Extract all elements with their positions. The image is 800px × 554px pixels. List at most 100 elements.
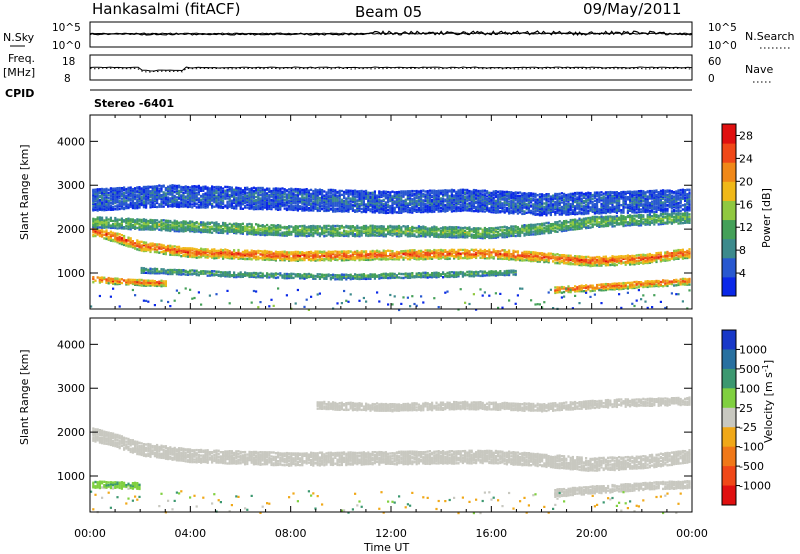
heatmap-cell xyxy=(200,206,203,209)
heatmap-cell xyxy=(294,206,297,209)
heatmap-cell xyxy=(189,199,192,202)
heatmap-cell xyxy=(98,200,101,203)
heatmap-cell xyxy=(415,199,418,202)
heatmap-cell xyxy=(175,225,178,229)
heatmap-cell xyxy=(323,252,326,255)
heatmap-cell xyxy=(380,202,383,205)
beam-title: Beam 05 xyxy=(355,3,422,21)
heatmap-cell xyxy=(171,185,174,189)
heatmap-cell xyxy=(294,225,297,228)
heatmap-cell xyxy=(433,207,436,211)
heatmap-cell xyxy=(171,193,174,196)
heatmap-cell xyxy=(283,253,286,257)
heatmap-cell xyxy=(134,205,137,208)
heatmap-cell xyxy=(358,277,361,281)
heatmap-cell xyxy=(206,204,209,207)
heatmap-cell xyxy=(142,195,145,198)
heatmap-cell xyxy=(345,200,348,204)
heatmap-cell xyxy=(197,252,200,255)
heatmap-cell xyxy=(384,201,387,204)
heatmap-cell xyxy=(343,206,346,209)
heatmap-cell xyxy=(270,255,273,259)
heatmap-cell xyxy=(277,193,280,196)
heatmap-cell xyxy=(415,235,418,238)
heatmap-cell xyxy=(417,190,420,193)
heatmap-cell xyxy=(299,201,302,204)
heatmap-cell xyxy=(358,204,361,207)
heatmap-cell xyxy=(145,245,148,248)
heatmap-cell xyxy=(365,230,368,234)
heatmap-cell xyxy=(147,198,150,201)
heatmap-cell xyxy=(285,234,288,237)
heatmap-cell xyxy=(266,255,269,259)
heatmap-cell xyxy=(235,251,238,255)
heatmap-cell xyxy=(189,190,192,193)
heatmap-cell xyxy=(382,249,385,252)
heatmap-cell xyxy=(114,232,117,235)
heatmap-cell xyxy=(277,199,280,202)
heatmap-cell xyxy=(160,201,163,204)
heatmap-cell xyxy=(376,249,379,252)
heatmap-cell xyxy=(360,226,363,229)
heatmap-cell xyxy=(224,223,227,226)
heatmap-cell xyxy=(180,273,183,276)
heatmap-cell xyxy=(325,234,328,237)
heatmap-cell xyxy=(450,250,453,253)
heatmap-cell xyxy=(450,254,453,258)
heatmap-cell xyxy=(437,271,440,275)
heatmap-cell xyxy=(351,207,354,210)
heatmap-cell xyxy=(277,204,280,208)
heatmap-cell xyxy=(327,274,330,278)
heatmap-cell xyxy=(277,208,280,211)
heatmap-cell xyxy=(233,272,236,276)
heatmap-cell xyxy=(334,192,337,195)
heatmap-cell xyxy=(246,252,249,256)
heatmap-cell xyxy=(373,229,376,232)
heatmap-cell xyxy=(222,252,225,256)
heatmap-cell xyxy=(191,220,194,223)
heatmap-cell xyxy=(114,205,117,208)
heatmap-cell xyxy=(230,257,233,260)
heatmap-cell xyxy=(347,258,350,262)
heatmap-cell xyxy=(395,193,398,196)
heatmap-cell xyxy=(230,201,233,205)
heatmap-cell xyxy=(316,253,319,256)
heatmap-cell xyxy=(351,225,354,228)
heatmap-cell xyxy=(160,220,163,224)
heatmap-cell xyxy=(244,190,247,193)
heatmap-cell xyxy=(259,191,262,194)
heatmap-cell xyxy=(239,223,242,226)
heatmap-cell xyxy=(114,208,117,211)
heatmap-cell xyxy=(274,273,277,277)
heatmap-cell xyxy=(338,278,341,281)
heatmap-cell xyxy=(318,234,321,238)
heatmap-cell xyxy=(437,202,440,205)
heatmap-cell xyxy=(268,276,271,279)
heatmap-cell xyxy=(360,250,363,253)
heatmap-cell xyxy=(129,195,132,198)
heatmap-cell xyxy=(193,270,196,274)
heatmap-cell xyxy=(411,206,414,209)
heatmap-cell xyxy=(274,255,277,259)
heatmap-cell xyxy=(274,226,277,229)
heatmap-cell xyxy=(112,197,115,200)
heatmap-cell xyxy=(118,186,121,190)
heatmap-cell xyxy=(431,199,434,202)
heatmap-cell xyxy=(129,223,132,226)
heatmap-cell xyxy=(446,271,449,275)
heatmap-cell xyxy=(439,206,442,209)
heatmap-cell xyxy=(222,255,225,259)
heatmap-cell xyxy=(274,224,277,228)
heatmap-cell xyxy=(422,194,425,197)
heatmap-cell xyxy=(268,229,271,233)
heatmap-cell xyxy=(226,272,229,275)
heatmap-cell xyxy=(279,253,282,256)
heatmap-cell xyxy=(345,275,348,278)
heatmap-cell xyxy=(424,205,427,208)
heatmap-cell xyxy=(167,247,170,250)
heatmap-cell xyxy=(296,233,299,236)
heatmap-cell xyxy=(246,191,249,195)
heatmap-cell xyxy=(149,242,152,245)
heatmap-cell xyxy=(391,273,394,277)
heatmap-cell xyxy=(241,232,244,235)
